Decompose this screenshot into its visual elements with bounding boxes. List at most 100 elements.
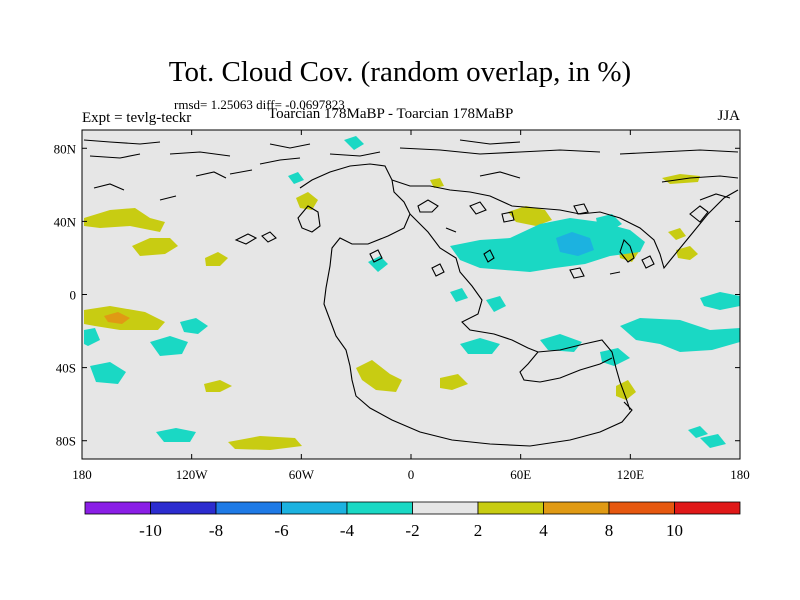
coastline-island (573, 203, 589, 215)
colorbar-label: 4 (539, 521, 548, 540)
colorbar-bin (346, 501, 413, 515)
x-tick-label: 120W (176, 467, 209, 482)
anomaly-patch (596, 214, 622, 230)
anomaly-patch (668, 228, 686, 240)
map-title: Tot. Cloud Cov. (random overlap, in %) (168, 56, 632, 88)
y-tick-label: 40N (54, 214, 77, 229)
colorbar-bin (281, 501, 348, 515)
anomaly-patch (556, 232, 594, 256)
anomaly-patch (296, 192, 318, 210)
anomaly-patch (150, 336, 188, 356)
coastline-island (369, 249, 383, 263)
colorbar-bin (674, 501, 741, 515)
coastline-tethys-north (391, 179, 739, 270)
coastline-island (234, 233, 258, 245)
coastline-island (297, 205, 321, 233)
anomaly-patch (508, 206, 552, 226)
anomaly-patch (84, 328, 100, 346)
anomaly-patch (688, 426, 708, 438)
colorbar: -10 -8 -6 -4 -2 2 4 8 10 (84, 501, 741, 540)
anomaly-patch (620, 318, 740, 352)
anomaly-patch (84, 208, 165, 232)
coastline-island (431, 263, 445, 277)
anomaly-patch (180, 318, 208, 334)
colorbar-label: 10 (666, 521, 683, 540)
coastline-island (689, 205, 709, 223)
colorbar-label: -8 (209, 521, 223, 540)
colorbar-label: 8 (605, 521, 614, 540)
anomaly-patch (676, 246, 698, 260)
y-tick-label: 80S (56, 434, 76, 449)
y-tick-label: 40S (56, 361, 76, 376)
coastline-arctic (169, 151, 231, 157)
colorbar-bin (608, 501, 675, 515)
coastline-island (619, 238, 635, 263)
colorbar-label: -2 (405, 521, 419, 540)
anomaly-patch (344, 136, 364, 150)
coastline-arctic (445, 227, 457, 233)
anomaly-patch (700, 434, 726, 448)
anomaly-patch (205, 252, 228, 266)
coastline-arctic (89, 153, 141, 159)
y-axis: 80N 40N 0 40S 80S (54, 141, 740, 449)
colorbar-bin (477, 501, 544, 515)
coastlines (83, 139, 739, 447)
coastline-arctic (259, 157, 301, 165)
colorbar-label: -10 (139, 521, 162, 540)
coastline-arctic (699, 193, 731, 201)
season-label: JJA (717, 108, 740, 124)
colorbar-label: -4 (340, 521, 355, 540)
colorbar-label: -6 (274, 521, 288, 540)
anomaly-patch (156, 428, 196, 442)
y-tick-label: 0 (70, 288, 77, 303)
coastline-arctic (93, 183, 125, 191)
coastline-island (569, 267, 585, 279)
anomaly-patch (450, 288, 468, 302)
anomaly-patch (460, 338, 500, 354)
coastline-island (641, 255, 655, 269)
coastline-pangaea-west (299, 163, 633, 447)
coastline-arctic (195, 171, 227, 179)
anomaly-patch (440, 374, 468, 390)
coastline-island (483, 249, 495, 263)
anomaly-patch (204, 380, 232, 392)
coastline-arctic (661, 175, 739, 183)
experiment-label: Expt = tevlg-teckr (82, 110, 192, 126)
coastline-arctic (609, 271, 621, 275)
anomaly-patch (288, 172, 304, 184)
coastline-arctic (619, 149, 739, 155)
coastline-island (261, 231, 277, 243)
x-tick-label: 0 (408, 467, 415, 482)
coastline-tethys-south (409, 213, 631, 411)
coastline-arctic (83, 139, 161, 145)
coastline-arctic (229, 169, 253, 175)
coastline-arctic (399, 147, 601, 155)
coastline-inlet (519, 351, 613, 383)
colorbar-bin (150, 501, 217, 515)
anomaly-patch (356, 360, 402, 392)
anomaly-patch (450, 218, 645, 272)
coastline-arctic (159, 195, 177, 201)
coastline-arctic (329, 151, 381, 157)
coastline-island (501, 211, 515, 223)
coastline-arctic (479, 171, 521, 179)
anomaly-patches (84, 136, 740, 450)
colorbar-bin (543, 501, 610, 515)
anomaly-patch (600, 348, 630, 366)
x-tick-label: 60E (510, 467, 531, 482)
x-tick-label: 180 (730, 467, 750, 482)
colorbar-bin (215, 501, 282, 515)
anomaly-patch (132, 238, 178, 256)
y-tick-label: 80N (54, 141, 77, 156)
x-axis: 180 120W 60W 0 60E 120E 180 (72, 130, 750, 482)
map-background (82, 130, 740, 459)
coastline-island (417, 199, 439, 213)
coastline-arctic (459, 139, 521, 145)
comparison-label: Toarcian 178MaBP - Toarcian 178MaBP (268, 106, 514, 122)
stats-line: rmsd= 1.25063 diff= -0.0697823 (174, 97, 345, 112)
coastline-arctic (269, 143, 311, 149)
colorbar-bin (412, 501, 479, 515)
x-tick-label: 60W (289, 467, 315, 482)
anomaly-patch (104, 312, 130, 324)
